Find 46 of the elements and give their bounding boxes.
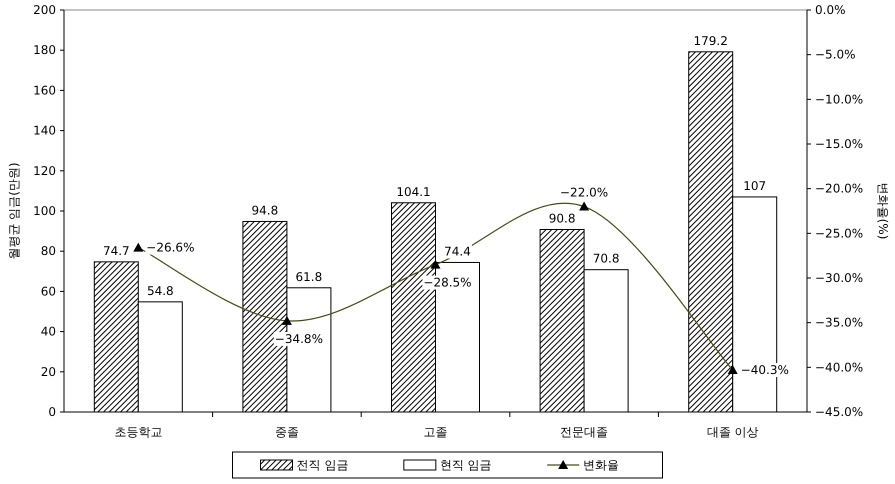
x-tick-label: 중졸 bbox=[274, 425, 299, 439]
y2-tick-label: −25.0% bbox=[815, 226, 864, 240]
y2-tick-label: −15.0% bbox=[815, 137, 864, 151]
y2-tick-label: 0.0% bbox=[815, 3, 846, 17]
y2-tick-label: −45.0% bbox=[815, 405, 864, 419]
x-tick-label: 초등학교 bbox=[114, 425, 162, 439]
data-label: 179.2 bbox=[694, 34, 728, 48]
y-tick-label: 180 bbox=[33, 43, 56, 58]
x-tick-label: 대졸 이상 bbox=[706, 425, 759, 439]
y2-tick-label: −5.0% bbox=[815, 48, 856, 62]
data-label: −34.8% bbox=[274, 332, 323, 346]
y-tick-label: 100 bbox=[33, 204, 56, 218]
y2-tick-label: −10.0% bbox=[815, 92, 864, 106]
y2-tick-label: −35.0% bbox=[815, 316, 864, 330]
y2-tick-label: −20.0% bbox=[815, 182, 864, 196]
data-label: −26.6% bbox=[146, 240, 194, 255]
data-label: −40.3% bbox=[740, 363, 789, 378]
data-label: 107 bbox=[743, 178, 766, 193]
legend-label: 현직 임금 bbox=[440, 458, 492, 472]
x-tick-label: 고졸 bbox=[424, 425, 448, 439]
y-tick-label: 140 bbox=[33, 124, 56, 138]
data-label: 54.8 bbox=[146, 284, 174, 298]
y-tick-label: 160 bbox=[33, 83, 56, 98]
y-tick-label: 20 bbox=[40, 364, 56, 379]
data-label: 74.7 bbox=[102, 244, 130, 258]
y2-tick-label: −30.0% bbox=[815, 271, 864, 285]
data-label: 61.8 bbox=[296, 270, 322, 284]
data-label: 90.8 bbox=[548, 211, 576, 226]
y2-axis-title: 변화율(%) bbox=[876, 182, 890, 240]
legend-label: 전직 임금 bbox=[296, 458, 348, 472]
data-label: −22.0% bbox=[560, 186, 608, 200]
y2-tick-label: −40.0% bbox=[815, 360, 864, 374]
data-label: 74.4 bbox=[444, 244, 471, 258]
y-tick-label: 200 bbox=[33, 3, 56, 17]
data-label: 70.8 bbox=[592, 252, 620, 266]
data-label: 104.1 bbox=[396, 184, 431, 199]
legend-label: 변화율 bbox=[583, 458, 620, 472]
y-tick-label: 40 bbox=[40, 324, 56, 339]
data-label: 94.8 bbox=[252, 203, 278, 218]
y-tick-label: 60 bbox=[40, 284, 56, 298]
x-tick-label: 전문대졸 bbox=[560, 425, 608, 439]
y-tick-label: 80 bbox=[40, 244, 56, 258]
data-label: −28.5% bbox=[423, 276, 472, 290]
y-axis-title: 월평균 임금(만원) bbox=[7, 162, 21, 260]
y-tick-label: 0 bbox=[48, 405, 56, 419]
y-tick-label: 120 bbox=[33, 164, 56, 178]
